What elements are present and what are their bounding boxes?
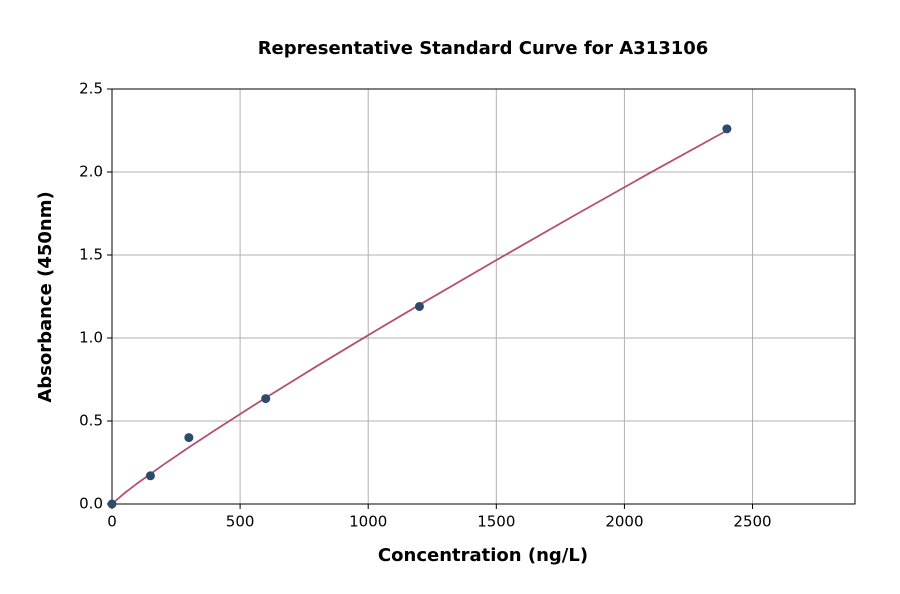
data-point — [184, 433, 194, 443]
y-tick-label: 1.5 — [79, 246, 103, 264]
x-tick-label: 2000 — [605, 513, 643, 531]
y-axis-label: Absorbance (450nm) — [35, 191, 56, 402]
data-point — [261, 394, 271, 404]
data-point — [722, 124, 732, 134]
x-axis-label: Concentration (ng/L) — [378, 545, 588, 566]
y-tick-label: 0.0 — [79, 495, 103, 513]
x-tick-label: 2500 — [733, 513, 771, 531]
y-tick-label: 1.0 — [79, 329, 103, 347]
x-tick-label: 500 — [226, 513, 255, 531]
data-point — [145, 471, 155, 481]
chart-title: Representative Standard Curve for A31310… — [258, 38, 709, 59]
x-tick-label: 1500 — [477, 513, 515, 531]
fit-curve — [111, 129, 728, 505]
y-tick-label: 2.0 — [79, 163, 103, 181]
y-tick-label: 2.5 — [79, 80, 103, 98]
x-tick-label: 1000 — [349, 513, 387, 531]
x-tick-label: 0 — [107, 513, 117, 531]
y-tick-label: 0.5 — [79, 412, 103, 430]
plot-frame — [111, 88, 856, 505]
data-point — [414, 301, 424, 311]
data-point — [107, 499, 117, 509]
